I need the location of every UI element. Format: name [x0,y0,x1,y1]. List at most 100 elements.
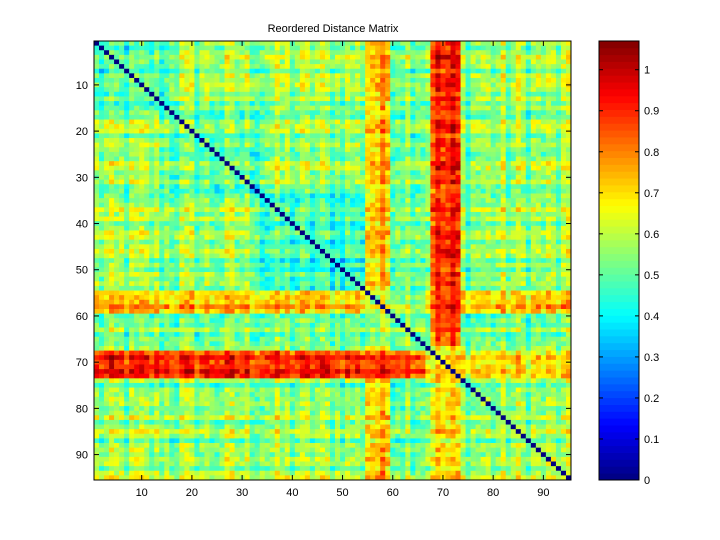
heatmap-cell [530,151,537,157]
heatmap-cell [565,41,572,46]
heatmap-cell [94,258,100,264]
heatmap-cell [535,170,542,176]
heatmap-cell [294,193,301,199]
heatmap-cell [365,235,371,241]
heatmap-cell [420,128,426,134]
heatmap-cell [400,221,406,227]
heatmap-cell [129,281,135,287]
heatmap-cell [274,207,281,213]
heatmap-cell [119,248,125,254]
heatmap-cell [249,147,256,153]
heatmap-cell [410,87,416,93]
heatmap-cell [450,124,456,130]
heatmap-cell [340,170,346,176]
heatmap-cell [350,258,356,264]
heatmap-cell [415,184,421,190]
heatmap-cell [510,207,517,213]
heatmap-cell [535,105,542,111]
heatmap-cell [560,82,567,88]
heatmap-cell [284,272,291,278]
heatmap-cell [460,211,466,217]
heatmap-cell [365,124,371,130]
heatmap-cell [410,193,416,199]
heatmap-cell [314,110,321,116]
heatmap-cell [164,202,170,208]
heatmap-cell [435,50,441,56]
heatmap-cell [219,133,225,139]
heatmap-cell [465,101,471,107]
heatmap-cell [355,101,361,107]
heatmap-cell [144,156,150,162]
heatmap-cell [304,230,311,236]
heatmap-cell [535,41,542,46]
heatmap-cell [490,54,497,60]
heatmap-cell [470,133,476,139]
heatmap-cell [329,68,336,74]
heatmap-cell [525,101,532,107]
heatmap-cell [350,193,356,199]
heatmap-cell [510,258,517,264]
heatmap-cell [269,50,276,56]
heatmap-cell [375,225,381,231]
heatmap-cell [114,230,120,236]
heatmap-cell [224,96,230,102]
heatmap-cell [450,59,456,65]
heatmap-cell [124,133,130,139]
heatmap-cell [375,114,381,120]
heatmap-cell [314,151,321,157]
heatmap-cell [169,59,175,65]
heatmap-cell [430,207,436,213]
heatmap-cell [470,248,476,254]
heatmap-cell [114,142,120,148]
heatmap-cell [490,225,497,231]
heatmap-cell [94,77,100,83]
heatmap-cell [159,59,165,65]
heatmap-cell [370,114,376,120]
heatmap-cell [234,244,240,250]
heatmap-cell [535,253,542,259]
heatmap-cell [405,96,411,102]
heatmap-cell [555,151,562,157]
heatmap-cell [370,193,376,199]
heatmap-cell [194,221,200,227]
heatmap-cell [340,281,346,287]
heatmap-cell [560,188,567,194]
heatmap-cell [189,262,195,268]
heatmap-cell [304,258,311,264]
heatmap-cell [475,50,481,56]
heatmap-cell [550,138,557,144]
heatmap-cell [149,156,155,162]
heatmap-cell [169,161,175,167]
heatmap-cell [430,248,436,254]
heatmap-cell [239,216,245,222]
heatmap-cell [224,151,230,157]
heatmap-cell [410,142,416,148]
heatmap-cell [289,248,296,254]
heatmap-cell [214,119,220,125]
heatmap-cell [284,202,291,208]
heatmap-cell [405,59,411,65]
heatmap-cell [560,267,567,273]
heatmap-cell [530,188,537,194]
heatmap-cell [350,138,356,144]
heatmap-cell [440,211,446,217]
heatmap-cell [560,124,567,130]
heatmap-cell [460,156,466,162]
heatmap-cell [114,110,120,116]
heatmap-cell [565,50,572,56]
heatmap-cell [189,156,195,162]
heatmap-cell [425,211,431,217]
heatmap-cell [284,179,291,185]
heatmap-cell [179,262,185,268]
heatmap-cell [154,221,160,227]
heatmap-cell [350,179,356,185]
heatmap-cell [154,91,160,97]
heatmap-cell [94,198,100,204]
heatmap-cell [470,128,476,134]
heatmap-cell [495,87,502,93]
heatmap-cell [535,82,542,88]
heatmap-cell [244,165,250,171]
heatmap-cell [254,73,261,79]
heatmap-cell [174,124,180,130]
heatmap-cell [149,179,155,185]
